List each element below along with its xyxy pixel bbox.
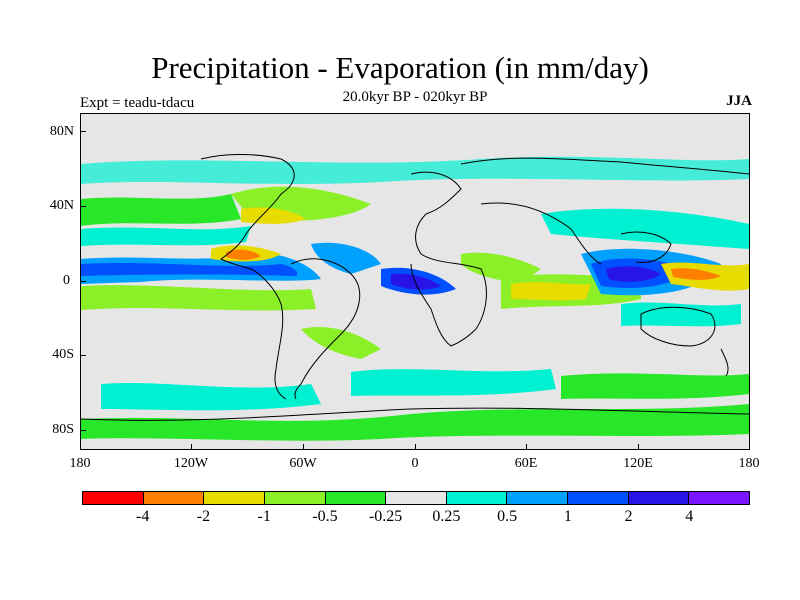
north-pacific-subtrop bbox=[81, 226, 251, 246]
lat-tick-40s bbox=[80, 355, 86, 356]
colorbar-label: 0.25 bbox=[432, 508, 461, 525]
colorbar-label: -2 bbox=[196, 508, 211, 525]
colorbar-segment bbox=[568, 492, 629, 504]
lon-tick-180w bbox=[80, 444, 81, 450]
lat-label-80n: 80N bbox=[49, 124, 74, 139]
colorbar-segment bbox=[689, 492, 750, 504]
pacific-itcz-core bbox=[81, 263, 298, 276]
lon-tick-120e bbox=[638, 444, 639, 450]
south-indian-band bbox=[561, 373, 749, 399]
south-america-band bbox=[301, 326, 381, 359]
lon-tick-180e bbox=[749, 444, 750, 450]
colorbar-label: -0.5 bbox=[312, 508, 338, 525]
colorbar-label: 1 bbox=[563, 508, 572, 525]
lon-tick-120w bbox=[191, 444, 192, 450]
south-atlantic-band bbox=[351, 369, 556, 396]
lat-tick-40n bbox=[80, 206, 86, 207]
lon-label-120w: 120W bbox=[173, 456, 209, 471]
lon-tick-60w bbox=[303, 444, 304, 450]
indian-ocean-dry bbox=[511, 282, 591, 301]
lon-label-60w: 60W bbox=[289, 456, 317, 471]
colorbar-segment bbox=[507, 492, 569, 504]
colorbar bbox=[82, 491, 750, 505]
plot-subtitle: 20.0kyr BP - 020kyr BP bbox=[342, 89, 488, 105]
lat-tick-80n bbox=[80, 131, 86, 132]
lat-label-40n: 40N bbox=[49, 198, 74, 213]
lon-label-180w: 180 bbox=[69, 456, 91, 471]
australia-band bbox=[621, 302, 741, 327]
lon-tick-60e bbox=[526, 444, 527, 450]
tropical-atlantic-core bbox=[391, 273, 441, 290]
south-pacific-band bbox=[101, 382, 321, 411]
southern-ocean-band bbox=[81, 404, 749, 441]
east-pacific-core bbox=[226, 249, 261, 260]
lat-tick-80s bbox=[80, 430, 86, 431]
colorbar-segment bbox=[386, 492, 447, 504]
coastlines bbox=[81, 154, 749, 421]
colorbar-label: -1 bbox=[257, 508, 271, 525]
lat-tick-0 bbox=[80, 281, 86, 282]
lon-tick-0 bbox=[415, 444, 416, 450]
colorbar-label: 4 bbox=[685, 508, 694, 525]
south-pacific-convergence bbox=[81, 285, 316, 311]
asian-monsoon-band bbox=[541, 208, 749, 249]
colorbar-label: 2 bbox=[624, 508, 633, 525]
colorbar-segment bbox=[143, 492, 205, 504]
lat-label-0: 0 bbox=[63, 273, 70, 288]
colorbar-label: -4 bbox=[136, 508, 150, 525]
experiment-label: Expt = teadu-tdacu bbox=[80, 95, 195, 111]
amazon-band bbox=[311, 242, 381, 274]
colorbar-label: -0.25 bbox=[368, 508, 403, 525]
lon-label-0: 0 bbox=[411, 456, 419, 471]
north-pacific-band bbox=[81, 194, 241, 226]
lat-label-80s: 80S bbox=[52, 422, 74, 437]
map-panel bbox=[80, 113, 750, 450]
colorbar-label: 0.5 bbox=[497, 508, 518, 525]
lat-label-40s: 40S bbox=[52, 347, 74, 362]
season-label: JJA bbox=[726, 93, 752, 109]
plot-title: Precipitation - Evaporation (in mm/day) bbox=[151, 50, 649, 85]
colorbar-segment bbox=[446, 492, 508, 504]
colorbar-segment bbox=[204, 492, 265, 504]
lon-label-60e: 60E bbox=[514, 456, 538, 471]
lon-label-120e: 120E bbox=[623, 456, 653, 471]
map-svg bbox=[81, 114, 749, 449]
colorbar-segment bbox=[83, 492, 144, 504]
maritime-continent-peak bbox=[606, 266, 661, 282]
arctic-band bbox=[81, 156, 749, 184]
colorbar-segment bbox=[628, 492, 690, 504]
lon-label-180e: 180 bbox=[738, 456, 760, 471]
colorbar-segment bbox=[325, 492, 387, 504]
west-pacific-core bbox=[671, 268, 721, 280]
colorbar-segment bbox=[264, 492, 326, 504]
